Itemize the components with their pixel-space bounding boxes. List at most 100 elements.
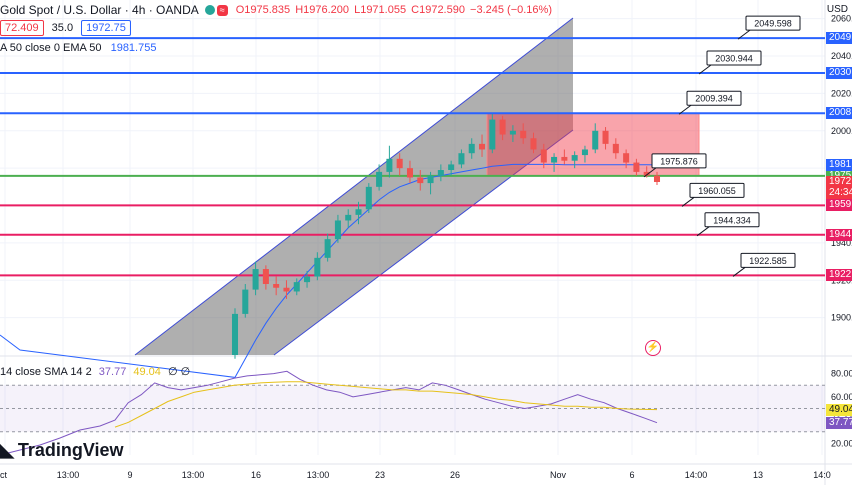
callout-pointer [678, 104, 692, 115]
candle-body [386, 158, 393, 172]
candle-body [376, 171, 383, 187]
callout-label: 2049.598 [754, 19, 792, 29]
candle-body [324, 239, 331, 258]
tradingview-mark-icon: ◣ [0, 440, 14, 460]
candle-body [571, 155, 578, 161]
callout-pointer [737, 29, 751, 40]
candle-body [479, 143, 486, 150]
time-tick-label: 13:00 [182, 470, 205, 480]
candle-body [437, 170, 444, 176]
buy-button[interactable]: 1972.75 [81, 20, 131, 36]
level-price-badge: 2049. [826, 32, 852, 45]
candle-body [283, 287, 290, 292]
ema-legend-value: 1981.755 [110, 42, 157, 54]
candle-body [592, 130, 599, 150]
candle-body [231, 313, 239, 355]
price-tick-label: 1940.0 [831, 238, 852, 248]
ema-price-badge: 1981. [826, 158, 852, 171]
ohlc-low: L1971.055 [354, 4, 407, 16]
price-tick-label: 2060.0 [831, 14, 852, 24]
channel-upper-line [134, 17, 574, 356]
price-tick-label: 1900.0 [831, 313, 852, 323]
price-tick-label: 2040.0 [831, 51, 852, 61]
time-tick-label: 9 [127, 470, 132, 480]
callout-box [706, 50, 762, 66]
rsi-legend[interactable]: 14 close SMA 14 2 37.77 49.04 ∅ ∅ [0, 365, 190, 378]
time-tick-label: 13:00 [57, 470, 80, 480]
level-price-badge: 1922. [826, 269, 852, 282]
rsi-band [0, 385, 825, 432]
callout-box [745, 15, 801, 31]
candle-body [530, 138, 537, 150]
level-price-badge: 1944. [826, 228, 852, 241]
alert-lightning-icon[interactable]: ⚡ [645, 340, 661, 356]
candle-body [273, 284, 280, 288]
callout-label: 2009.394 [695, 94, 733, 104]
rsi-sma-line [114, 381, 658, 428]
time-tick-label: Nov [550, 470, 567, 480]
callout-box [740, 252, 796, 268]
rsi-tick-label: 80.00 [831, 369, 852, 379]
channel-lower-line [273, 129, 574, 356]
candle-body [417, 177, 424, 184]
time-tick-label: 26 [450, 470, 460, 480]
time-tick-label: 13 [753, 470, 763, 480]
brand-name: TradingView [17, 440, 124, 460]
time-tick-label: 13:00 [307, 470, 330, 480]
candle-body [365, 186, 372, 210]
candle-body [653, 175, 661, 183]
callout-box [686, 90, 742, 106]
candle-body [581, 149, 588, 156]
callout-label: 1975.876 [660, 156, 698, 166]
spread-value: 35.0 [51, 22, 74, 34]
candle-body [633, 162, 640, 172]
candle-body [551, 156, 558, 163]
candle-body [448, 164, 455, 171]
candle-body [293, 282, 300, 292]
time-tick-label: 14:00 [685, 470, 708, 480]
candle-body [499, 119, 506, 135]
callout-box [689, 182, 745, 198]
symbol-header[interactable]: Gold Spot / U.S. Dollar · 4h · OANDA ≈ O… [0, 0, 552, 20]
sell-button[interactable]: 72.409 [0, 20, 44, 36]
level-price-badge: 1959. [826, 199, 852, 212]
candle-body [427, 175, 434, 184]
callout-pointer [696, 226, 710, 237]
callout-box [704, 212, 760, 228]
candle-body [602, 130, 609, 144]
price-change: −3.245 (−0.16%) [470, 4, 552, 16]
candle-body [643, 171, 650, 176]
time-tick-label: 14:0 [813, 470, 831, 480]
candle-countdown: 24:34 [826, 187, 852, 199]
candle-body [520, 130, 527, 139]
candle-body [355, 209, 362, 215]
callout-box [651, 153, 707, 169]
callout-pointer [698, 64, 712, 75]
callout-pointer [643, 167, 657, 178]
level-price-badge: 2008. [826, 107, 852, 120]
candle-body [396, 158, 403, 169]
rsi-sma-badge: 49.04 [826, 403, 852, 416]
ema-legend-label: A 50 close 0 EMA 50 [0, 42, 102, 54]
candle-body [314, 257, 321, 277]
callout-label: 2030.944 [715, 53, 753, 63]
price-tick-label: 2020.0 [831, 88, 852, 98]
rsi-legend-extra: ∅ ∅ [167, 366, 191, 378]
rsi-legend-label: 14 close SMA 14 2 [0, 366, 92, 378]
last-price-badge: 1972. [826, 176, 852, 188]
currency-label[interactable]: USD [826, 4, 848, 15]
time-tick-label: ct [0, 470, 8, 480]
ema-legend[interactable]: A 50 close 0 EMA 50 1981.755 [0, 42, 156, 54]
ohlc-open: O1975.835 [235, 4, 291, 16]
symbol-title[interactable]: Gold Spot / U.S. Dollar · 4h · OANDA [0, 3, 199, 17]
candle-body [406, 168, 413, 178]
tradingview-logo: ◣ TradingView [0, 440, 124, 461]
candle-body [252, 269, 259, 290]
candle-body [458, 153, 465, 165]
rsi-badge: 37.77 [826, 416, 852, 429]
market-open-icon [204, 5, 215, 15]
callout-pointer [681, 197, 695, 207]
callout-label: 1944.334 [713, 215, 751, 225]
candle-body [468, 143, 475, 154]
